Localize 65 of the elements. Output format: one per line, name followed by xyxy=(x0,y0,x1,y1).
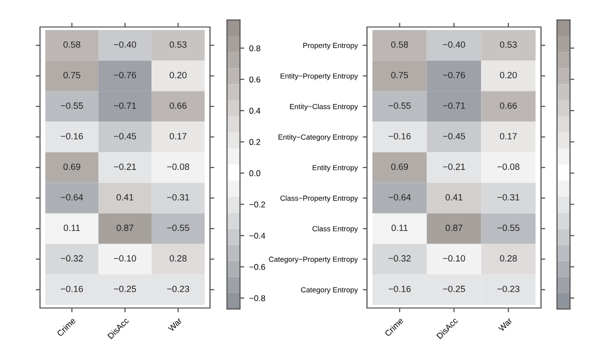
data-label: −0.21 xyxy=(443,164,465,170)
color-bar-label: −0.8 xyxy=(249,295,266,302)
data-label: −0.32 xyxy=(60,255,83,262)
data-label: 0.20 xyxy=(500,72,517,78)
data-label: −0.40 xyxy=(114,41,136,48)
data-label: 0.17 xyxy=(170,132,186,140)
data-label: −0.08 xyxy=(497,164,520,170)
data-label: 0.75 xyxy=(391,72,408,78)
data-label: 0.66 xyxy=(170,102,187,109)
data-label: −0.55 xyxy=(167,224,190,232)
data-label: 0.69 xyxy=(63,164,80,170)
data-label: −0.64 xyxy=(388,194,411,200)
data-label: −0.31 xyxy=(497,194,520,200)
data-label: 0.20 xyxy=(170,72,187,78)
data-label: 0.58 xyxy=(391,41,408,48)
data-label: 0.41 xyxy=(116,194,134,200)
data-label: −0.55 xyxy=(497,224,520,232)
data-label: −0.16 xyxy=(388,132,411,140)
color-bar-label: 0.6 xyxy=(249,76,260,82)
data-label: −0.16 xyxy=(60,286,83,292)
data-label: 0.53 xyxy=(170,41,187,48)
data-label: 0.87 xyxy=(446,224,462,232)
data-label: −0.10 xyxy=(114,255,136,262)
data-label: 0.58 xyxy=(63,41,80,48)
data-label: −0.71 xyxy=(114,102,136,109)
x-tick-label: War xyxy=(498,317,513,332)
color-bar-label: −0.2 xyxy=(249,202,266,208)
data-label: 0.75 xyxy=(63,72,80,78)
data-label: 0.41 xyxy=(446,194,462,200)
data-label: 0.17 xyxy=(500,132,517,140)
data-label: −0.71 xyxy=(443,102,465,109)
data-label: −0.32 xyxy=(388,255,411,262)
data-label: −0.23 xyxy=(497,286,520,292)
data-label: −0.16 xyxy=(388,286,411,292)
data-label: 0.11 xyxy=(64,224,80,232)
data-label: −0.76 xyxy=(443,72,466,78)
color-bar-label: 0.2 xyxy=(249,139,260,145)
data-label: −0.64 xyxy=(60,194,84,200)
data-label: 0.66 xyxy=(500,102,517,109)
data-label: 0.53 xyxy=(500,41,517,48)
color-bar-label: 0.0 xyxy=(249,170,260,176)
data-label: −0.40 xyxy=(443,41,466,48)
data-label: −0.16 xyxy=(60,132,83,140)
data-label: −0.45 xyxy=(114,132,136,140)
data-label: −0.25 xyxy=(443,286,466,292)
data-label: −0.45 xyxy=(443,132,466,140)
data-label: −0.21 xyxy=(114,164,136,170)
color-bar-label: −0.6 xyxy=(249,264,266,270)
x-tick-label: War xyxy=(168,317,182,332)
data-label: 0.11 xyxy=(392,224,408,232)
data-label: 0.87 xyxy=(116,224,134,232)
data-label: −0.55 xyxy=(388,102,411,109)
data-label: −0.31 xyxy=(167,194,190,200)
data-label: −0.25 xyxy=(114,286,136,292)
data-label: −0.55 xyxy=(60,102,83,109)
color-bar-label: 0.8 xyxy=(249,45,260,52)
data-label: −0.10 xyxy=(443,255,466,262)
color-bar-label: −0.4 xyxy=(249,232,266,239)
data-label: 0.69 xyxy=(391,164,408,170)
color-bar-label: 0.4 xyxy=(249,108,260,114)
data-label: −0.76 xyxy=(114,72,136,78)
data-label: −0.23 xyxy=(167,286,190,292)
data-label: −0.08 xyxy=(167,164,190,170)
data-label: 0.28 xyxy=(170,255,187,262)
data-label: 0.28 xyxy=(500,255,517,262)
